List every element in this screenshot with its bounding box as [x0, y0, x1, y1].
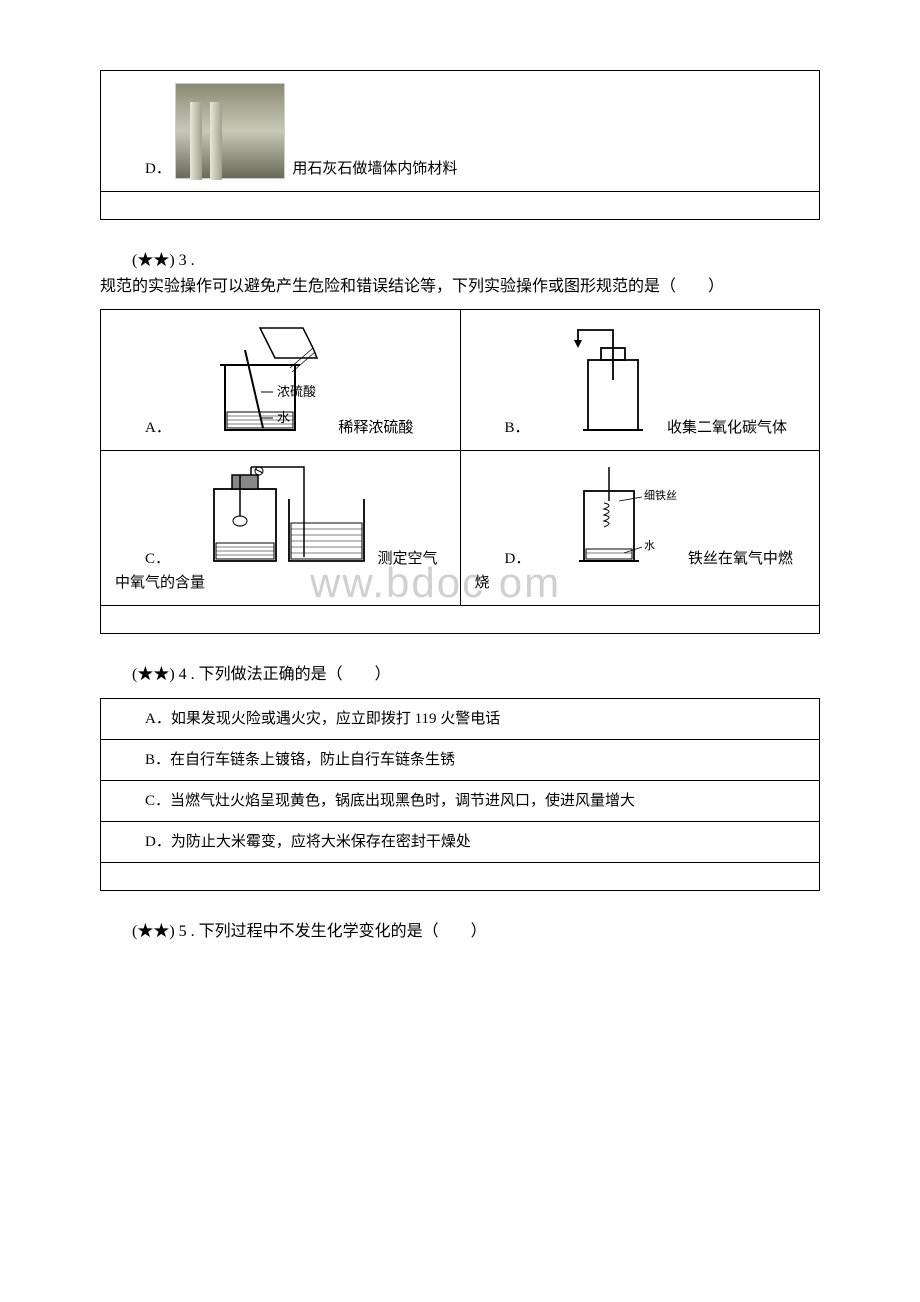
q4-empty-row: [101, 862, 820, 890]
q3-stem-text: 规范的实验操作可以避免产生危险和错误结论等，下列实验操作或图形规范的是（ ）: [100, 278, 724, 295]
q2-optD-label: D．: [145, 161, 171, 177]
q4-option-d-cell: D．为防止大米霉变，应将大米保存在密封干燥处: [101, 821, 820, 862]
architecture-photo: [175, 83, 285, 179]
label-water: 水: [277, 410, 290, 425]
q4-stem: (★★) 4 . 下列做法正确的是（ ）: [100, 662, 820, 688]
q4-option-b-cell: B．在自行车链条上镀铬，防止自行车链条生锈: [101, 739, 820, 780]
label-conc-acid: 浓硫酸: [277, 384, 316, 399]
q3-option-table: A．: [100, 309, 820, 634]
iron-burn-diagram: 细铁丝 水: [534, 461, 684, 571]
q3-stars: (★★) 3 .: [132, 252, 195, 269]
q4-optA: A．如果发现火险或遇火灾，应立即拨打 119 火警电话: [115, 707, 805, 731]
q5-stem-text: 下列过程中不发生化学变化的是（ ）: [199, 923, 487, 940]
q4-option-table: A．如果发现火险或遇火灾，应立即拨打 119 火警电话 B．在自行车链条上镀铬，…: [100, 698, 820, 891]
q3-option-d-cell: D． 细铁丝: [460, 451, 820, 606]
q3-optD-label: D．: [505, 551, 531, 567]
q3-option-b-cell: B． 收集二氧化碳气体: [460, 310, 820, 451]
q2-empty-row: [101, 192, 820, 220]
collect-co2-diagram: [533, 320, 663, 440]
question-3: (★★) 3 . 规范的实验操作可以避免产生危险和错误结论等，下列实验操作或图形…: [100, 248, 820, 634]
question-2-partial: D． 用石灰石做墙体内饰材料: [100, 70, 820, 220]
q3-option-a-cell: A．: [101, 310, 461, 451]
q3-optB-label: B．: [505, 420, 530, 436]
label-thin-wire: 细铁丝: [644, 489, 677, 502]
dilute-acid-diagram: 浓硫酸 水: [175, 320, 335, 440]
q2-option-d-cell: D． 用石灰石做墙体内饰材料: [101, 71, 820, 192]
q4-stars: (★★) 4 .: [132, 666, 199, 683]
q3-optA-label: A．: [145, 420, 171, 436]
q4-optD: D．为防止大米霉变，应将大米保存在密封干燥处: [115, 830, 805, 854]
q4-optB: B．在自行车链条上镀铬，防止自行车链条生锈: [115, 748, 805, 772]
label-water2: 水: [644, 539, 655, 552]
oxygen-content-diagram: [174, 461, 374, 571]
q5-stars: (★★) 5 .: [132, 923, 199, 940]
q3-optC-label: C．: [145, 551, 170, 567]
q4-stem-text: 下列做法正确的是（ ）: [199, 666, 391, 683]
q4-option-c-cell: C．当燃气灶火焰呈现黄色，锅底出现黑色时，调节进风口，使进风量增大: [101, 780, 820, 821]
q3-optA-text: 稀释浓硫酸: [338, 420, 413, 436]
q2-option-table: D． 用石灰石做墙体内饰材料: [100, 70, 820, 220]
q4-optC: C．当燃气灶火焰呈现黄色，锅底出现黑色时，调节进风口，使进风量增大: [115, 789, 805, 813]
question-5: (★★) 5 . 下列过程中不发生化学变化的是（ ）: [100, 919, 820, 945]
q5-stem: (★★) 5 . 下列过程中不发生化学变化的是（ ）: [100, 919, 820, 945]
q3-stem: (★★) 3 . 规范的实验操作可以避免产生危险和错误结论等，下列实验操作或图形…: [100, 248, 820, 299]
q2-optD-text: 用石灰石做墙体内饰材料: [292, 161, 457, 177]
q3-option-c-cell: C．: [101, 451, 461, 606]
q3-optB-text: 收集二氧化碳气体: [667, 420, 787, 436]
q4-option-a-cell: A．如果发现火险或遇火灾，应立即拨打 119 火警电话: [101, 698, 820, 739]
question-4: (★★) 4 . 下列做法正确的是（ ） A．如果发现火险或遇火灾，应立即拨打 …: [100, 662, 820, 891]
q3-empty-row: [101, 606, 820, 634]
